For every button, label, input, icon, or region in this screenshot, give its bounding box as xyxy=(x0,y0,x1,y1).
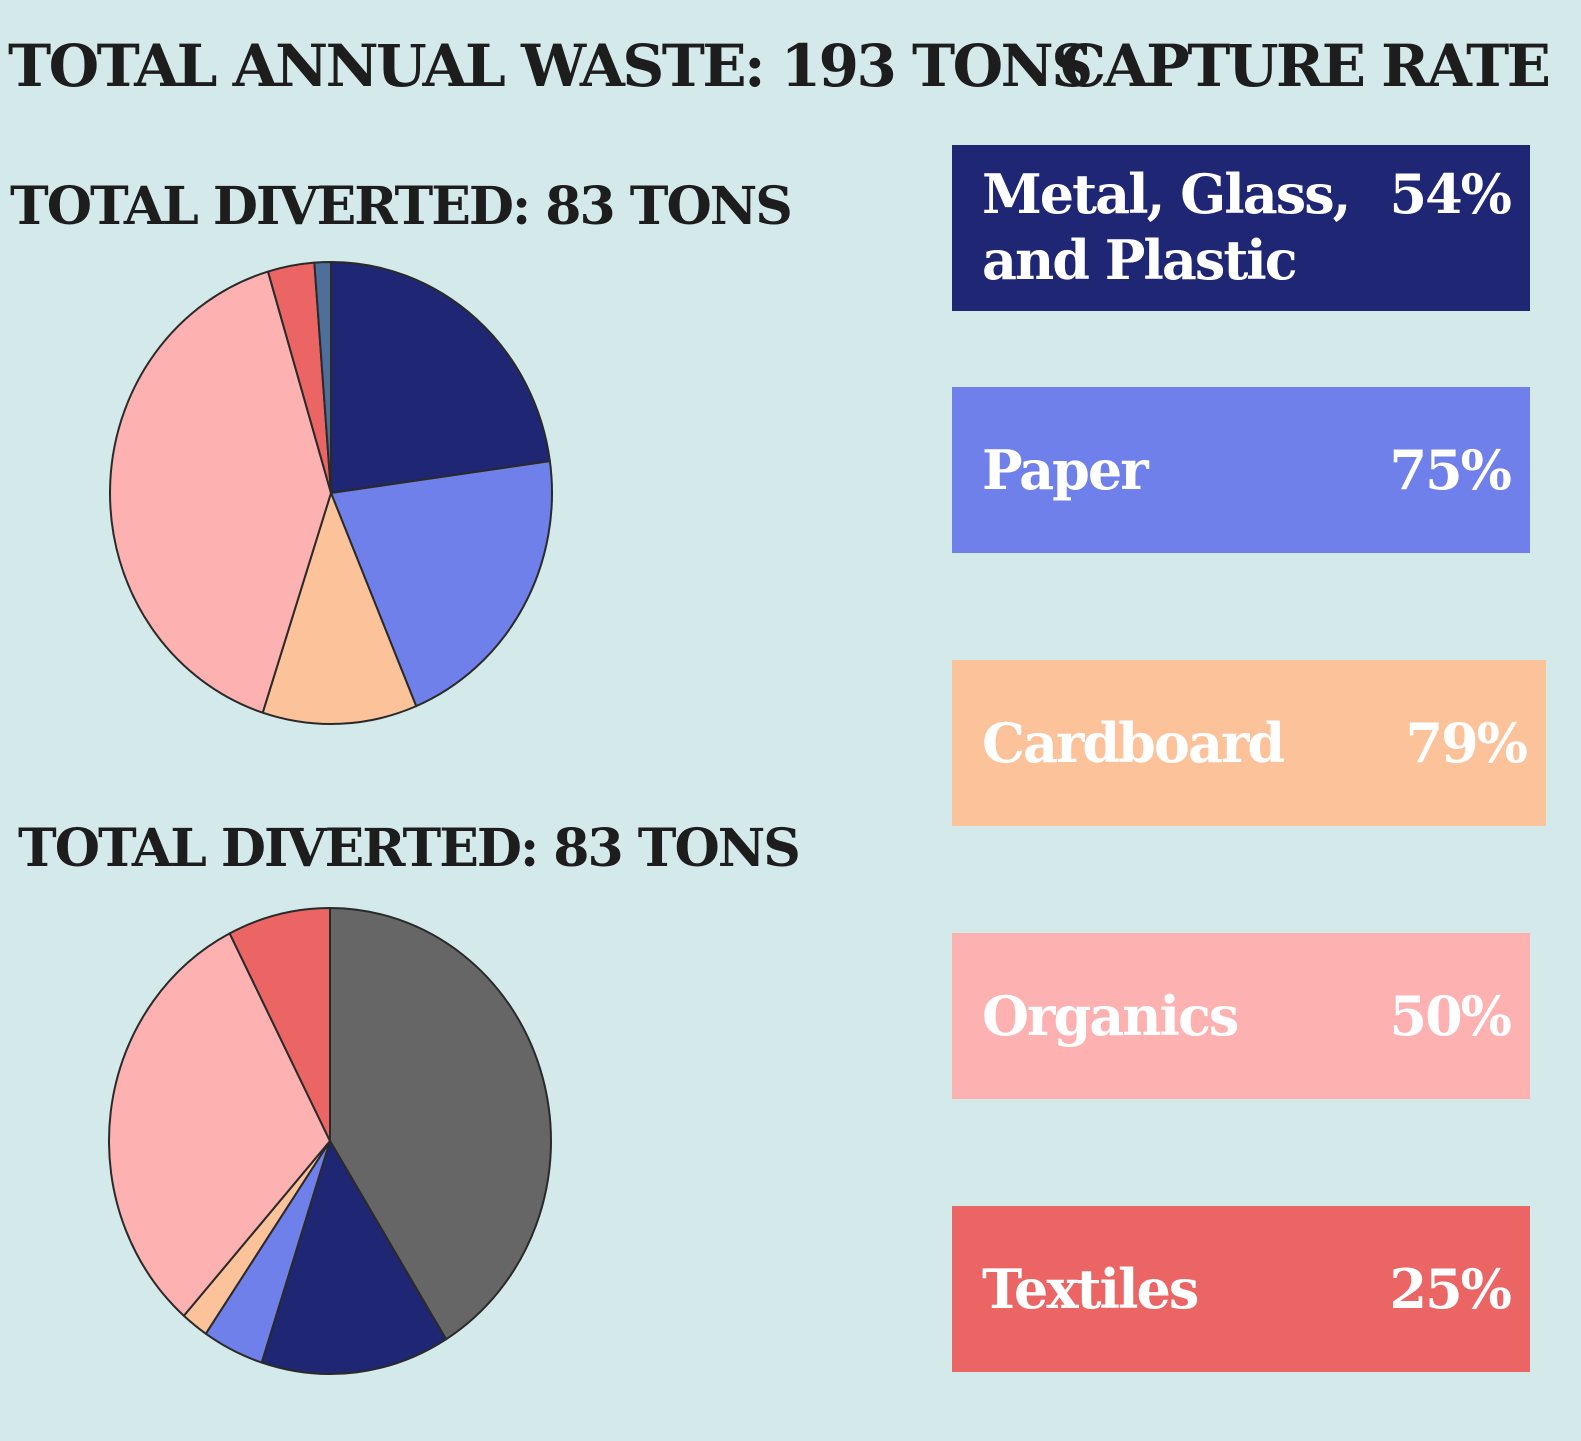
diverted-pie-chart-2 xyxy=(108,907,552,1375)
pie-2-title: TOTAL DIVERTED: 83 TONS xyxy=(18,818,801,879)
capture-rate-cardboard: Cardboard 79% xyxy=(952,660,1546,826)
capture-rate-organics: Organics 50% xyxy=(952,933,1530,1099)
diverted-pie-chart-1 xyxy=(109,261,553,725)
pie2-slice-textiles xyxy=(228,907,331,1142)
capture-rate-value: 75% xyxy=(1389,438,1512,502)
capture-rate-textiles: Textiles 25% xyxy=(952,1206,1530,1372)
pie1-slice-organics xyxy=(109,270,332,714)
pie2-slice-metal-glass-plastic xyxy=(260,1140,448,1375)
capture-rate-label: Organics xyxy=(982,984,1239,1048)
capture-rate-value: 79% xyxy=(1405,711,1528,775)
pie1-slice-paper xyxy=(330,460,553,708)
capture-rate-label: Metal, Glass, and Plastic xyxy=(982,162,1351,292)
pie2-slice-organics xyxy=(108,932,331,1317)
pie1-slice-cardboard xyxy=(261,492,418,725)
capture-rate-metal-glass-plastic: Metal, Glass, and Plastic 54% xyxy=(952,145,1530,311)
capture-rate-value: 54% xyxy=(1389,162,1512,226)
capture-rate-value: 50% xyxy=(1389,984,1512,1048)
pie1-slice-metal-glass-plastic xyxy=(330,261,551,494)
capture-rate-paper: Paper 75% xyxy=(952,387,1530,553)
pie-1-title: TOTAL DIVERTED: 83 TONS xyxy=(10,176,793,237)
capture-rate-value: 25% xyxy=(1389,1257,1512,1321)
capture-rate-label: Cardboard xyxy=(982,711,1285,775)
main-title: TOTAL ANNUAL WASTE: 193 TONS xyxy=(8,32,1093,100)
pie1-slice-small xyxy=(313,261,332,494)
capture-rate-label: Textiles xyxy=(982,1257,1199,1321)
capture-rate-label: Paper xyxy=(982,438,1149,502)
capture-rate-title: CAPTURE RATE xyxy=(1060,32,1551,100)
pie2-slice-other xyxy=(329,907,552,1341)
